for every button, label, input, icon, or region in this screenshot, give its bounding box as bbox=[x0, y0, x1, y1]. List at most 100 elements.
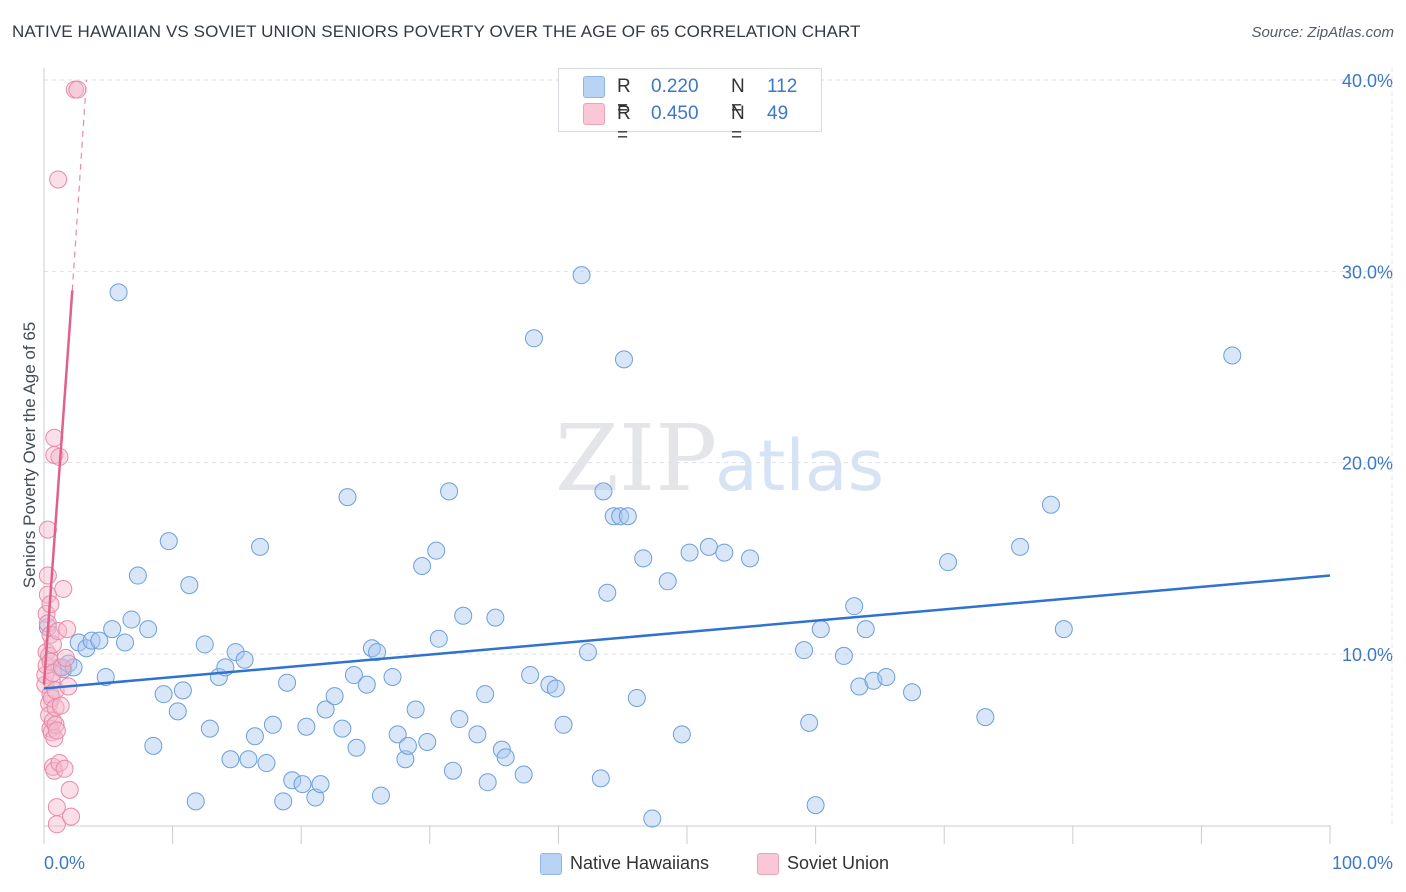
data-point-native-hawaiians bbox=[976, 708, 995, 727]
data-point-native-hawaiians bbox=[251, 537, 270, 556]
data-point-native-hawaiians bbox=[293, 775, 312, 794]
data-point-native-hawaiians bbox=[116, 633, 135, 652]
data-point-native-hawaiians bbox=[396, 750, 415, 769]
data-point-native-hawaiians bbox=[371, 786, 390, 805]
trend-line-soviet-union bbox=[42, 290, 74, 685]
data-point-native-hawaiians bbox=[278, 673, 297, 692]
series-legend-native-hawaiians: Native Hawaiians bbox=[540, 852, 740, 876]
data-point-native-hawaiians bbox=[297, 717, 316, 736]
data-point-native-hawaiians bbox=[368, 643, 387, 662]
y-tick-label: 20.0% bbox=[1342, 454, 1393, 474]
data-point-native-hawaiians bbox=[154, 685, 173, 704]
data-point-native-hawaiians bbox=[811, 620, 830, 639]
data-point-soviet-union bbox=[49, 170, 68, 189]
data-point-native-hawaiians bbox=[128, 566, 147, 585]
series-swatch-blue bbox=[540, 853, 562, 875]
data-point-native-hawaiians bbox=[283, 771, 302, 790]
data-point-native-hawaiians bbox=[903, 683, 922, 702]
data-point-native-hawaiians bbox=[834, 646, 853, 665]
data-point-native-hawaiians bbox=[82, 631, 101, 650]
data-point-native-hawaiians bbox=[427, 541, 446, 560]
data-point-native-hawaiians bbox=[521, 666, 540, 685]
data-point-native-hawaiians bbox=[186, 792, 205, 811]
data-point-native-hawaiians bbox=[226, 643, 245, 662]
series-label: Native Hawaiians bbox=[570, 853, 710, 873]
data-point-native-hawaiians bbox=[795, 641, 814, 660]
data-point-native-hawaiians bbox=[658, 572, 677, 591]
data-point-native-hawaiians bbox=[643, 809, 662, 828]
data-point-native-hawaiians bbox=[634, 549, 653, 568]
data-point-native-hawaiians bbox=[1223, 346, 1242, 365]
data-point-soviet-union bbox=[50, 754, 69, 773]
data-point-soviet-union bbox=[55, 759, 74, 778]
data-point-soviet-union bbox=[60, 780, 79, 799]
series-legend-soviet-union: Soviet Union bbox=[757, 852, 927, 876]
data-point-native-hawaiians bbox=[680, 543, 699, 562]
data-point-native-hawaiians bbox=[476, 685, 495, 704]
n-label: N = bbox=[731, 103, 745, 146]
data-point-native-hawaiians bbox=[122, 610, 141, 629]
data-point-native-hawaiians bbox=[388, 725, 407, 744]
data-point-native-hawaiians bbox=[591, 769, 610, 788]
data-point-native-hawaiians bbox=[325, 687, 344, 706]
data-point-soviet-union bbox=[62, 807, 81, 826]
data-point-soviet-union bbox=[44, 635, 63, 654]
data-point-native-hawaiians bbox=[144, 736, 163, 755]
data-point-native-hawaiians bbox=[338, 488, 357, 507]
data-point-native-hawaiians bbox=[221, 750, 240, 769]
data-point-native-hawaiians bbox=[572, 266, 591, 285]
data-point-native-hawaiians bbox=[357, 675, 376, 694]
data-point-native-hawaiians bbox=[139, 620, 158, 639]
data-point-native-hawaiians bbox=[168, 702, 187, 721]
data-point-native-hawaiians bbox=[344, 666, 363, 685]
data-point-native-hawaiians bbox=[715, 543, 734, 562]
n-value: 49 bbox=[767, 103, 789, 124]
data-point-native-hawaiians bbox=[200, 719, 219, 738]
data-point-native-hawaiians bbox=[450, 710, 469, 729]
data-point-native-hawaiians bbox=[239, 750, 258, 769]
data-point-native-hawaiians bbox=[316, 700, 335, 719]
data-point-native-hawaiians bbox=[514, 765, 533, 784]
data-point-native-hawaiians bbox=[429, 629, 448, 648]
data-point-soviet-union bbox=[37, 604, 56, 623]
data-point-soviet-union bbox=[49, 622, 68, 641]
data-point-native-hawaiians bbox=[440, 482, 459, 501]
data-point-native-hawaiians bbox=[245, 727, 264, 746]
data-point-native-hawaiians bbox=[699, 537, 718, 556]
data-point-soviet-union bbox=[58, 620, 77, 639]
legend-swatch-pink bbox=[583, 103, 605, 125]
watermark-atlas: atlas bbox=[715, 425, 884, 507]
n-value: 112 bbox=[767, 76, 798, 97]
r-value: 0.450 bbox=[651, 103, 699, 124]
trend-line-native-hawaiians bbox=[43, 574, 1331, 690]
trend-line-extension-soviet-union bbox=[71, 79, 88, 291]
data-point-native-hawaiians bbox=[443, 761, 462, 780]
series-label: Soviet Union bbox=[787, 853, 890, 873]
data-point-native-hawaiians bbox=[800, 713, 819, 732]
data-point-native-hawaiians bbox=[173, 681, 192, 700]
data-point-native-hawaiians bbox=[554, 715, 573, 734]
data-point-native-hawaiians bbox=[306, 788, 325, 807]
data-point-native-hawaiians bbox=[578, 643, 597, 662]
r-value: 0.220 bbox=[651, 76, 699, 97]
data-point-native-hawaiians bbox=[347, 738, 366, 757]
data-point-native-hawaiians bbox=[195, 635, 214, 654]
series-swatch-pink bbox=[757, 853, 779, 875]
data-point-native-hawaiians bbox=[406, 700, 425, 719]
data-point-native-hawaiians bbox=[594, 482, 613, 501]
data-point-native-hawaiians bbox=[604, 507, 623, 526]
data-point-soviet-union bbox=[54, 579, 73, 598]
data-point-soviet-union bbox=[51, 696, 70, 715]
r-label: R = bbox=[617, 103, 631, 146]
data-point-native-hawaiians bbox=[1041, 495, 1060, 514]
data-point-native-hawaiians bbox=[806, 796, 825, 815]
stats-legend: R = 0.220 N = 112 R = 0.450 N = 49 bbox=[558, 68, 822, 146]
data-point-native-hawaiians bbox=[939, 553, 958, 572]
data-point-native-hawaiians bbox=[454, 606, 473, 625]
data-point-native-hawaiians bbox=[598, 583, 617, 602]
n-label: N = bbox=[731, 76, 745, 119]
source-attribution: Source: ZipAtlas.com bbox=[1251, 24, 1394, 41]
data-point-native-hawaiians bbox=[235, 650, 254, 669]
data-point-native-hawaiians bbox=[263, 715, 282, 734]
data-point-native-hawaiians bbox=[877, 667, 896, 686]
